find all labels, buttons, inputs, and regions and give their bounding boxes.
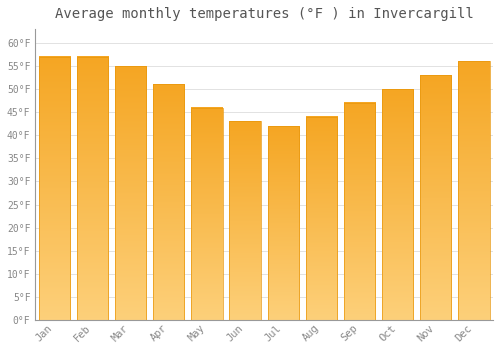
Bar <box>230 121 260 320</box>
Bar <box>77 57 108 320</box>
Bar <box>344 103 375 320</box>
Bar <box>420 75 452 320</box>
Bar <box>38 57 70 320</box>
Bar <box>115 66 146 320</box>
Bar <box>382 89 414 320</box>
Bar <box>458 61 490 320</box>
Bar <box>268 126 299 320</box>
Bar <box>306 117 337 320</box>
Title: Average monthly temperatures (°F ) in Invercargill: Average monthly temperatures (°F ) in In… <box>55 7 474 21</box>
Bar <box>153 84 184 320</box>
Bar <box>192 107 222 320</box>
